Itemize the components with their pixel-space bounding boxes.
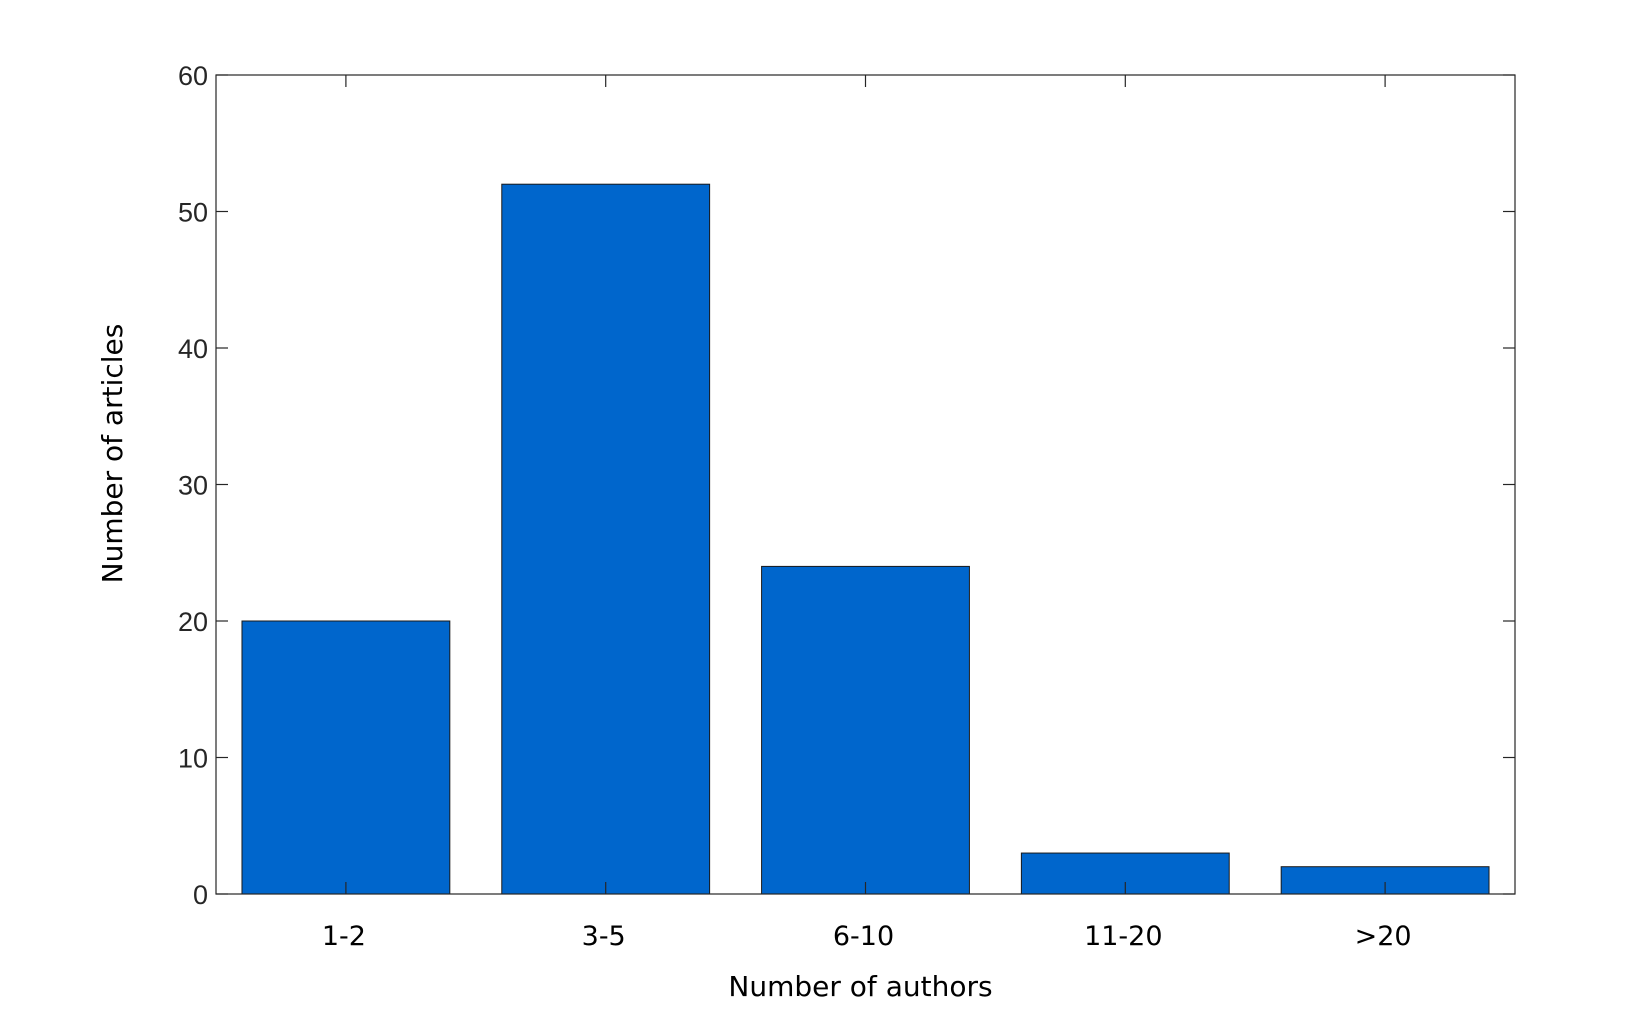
bar-1-2 xyxy=(241,620,451,895)
x-tick-label: 3-5 xyxy=(582,921,626,952)
bar-6-10 xyxy=(761,565,970,895)
y-tick-label: 40 xyxy=(178,334,208,364)
bar-3-5 xyxy=(501,183,711,895)
plot-frame xyxy=(215,74,1516,895)
x-tick-label: 11-20 xyxy=(1084,921,1162,952)
x-tick-label: >20 xyxy=(1355,921,1412,952)
x-tick-label: 1-2 xyxy=(322,921,366,952)
y-tick-label: 50 xyxy=(178,198,208,228)
y-tick-labels: 0 10 20 30 40 50 60 xyxy=(178,61,208,910)
y-tick-label: 10 xyxy=(178,744,208,774)
y-tick-label: 20 xyxy=(178,607,208,637)
y-tick-label: 60 xyxy=(178,61,208,91)
y-axis-title: Number of articles xyxy=(96,324,129,584)
ticks-layer xyxy=(216,74,1515,895)
y-tick-label: 0 xyxy=(193,880,208,910)
x-tick-labels: 1-2 3-5 6-10 11-20 >20 xyxy=(322,921,1412,952)
y-tick-label: 30 xyxy=(178,471,208,501)
bars-layer xyxy=(241,183,1490,895)
x-axis-title: Number of authors xyxy=(728,970,992,1003)
x-tick-label: 6-10 xyxy=(833,921,894,952)
